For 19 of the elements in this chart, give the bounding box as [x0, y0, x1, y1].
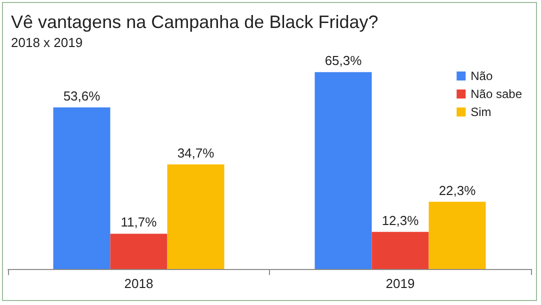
legend-label: Não sabe — [470, 87, 522, 101]
x-tick-label: 2019 — [386, 276, 415, 291]
chart-subtitle: 2018 x 2019 — [11, 35, 83, 50]
bar — [314, 72, 372, 269]
bar — [372, 232, 429, 269]
data-label: 65,3% — [324, 53, 362, 68]
data-label: 11,7% — [120, 214, 158, 230]
legend-label: Não — [470, 69, 493, 83]
bar — [53, 107, 110, 269]
bar — [167, 164, 224, 269]
data-label: 22,3% — [438, 182, 476, 198]
bar — [110, 234, 168, 269]
x-tick-label: 2018 — [124, 276, 154, 291]
legend-label: Sim — [470, 105, 492, 119]
chart-title: Vê vantagens na Campanha de Black Friday? — [11, 12, 378, 32]
data-label: 34,7% — [177, 145, 215, 160]
data-label: 12,3% — [382, 212, 420, 228]
bar — [428, 202, 486, 269]
data-label: 53,6% — [63, 88, 101, 104]
